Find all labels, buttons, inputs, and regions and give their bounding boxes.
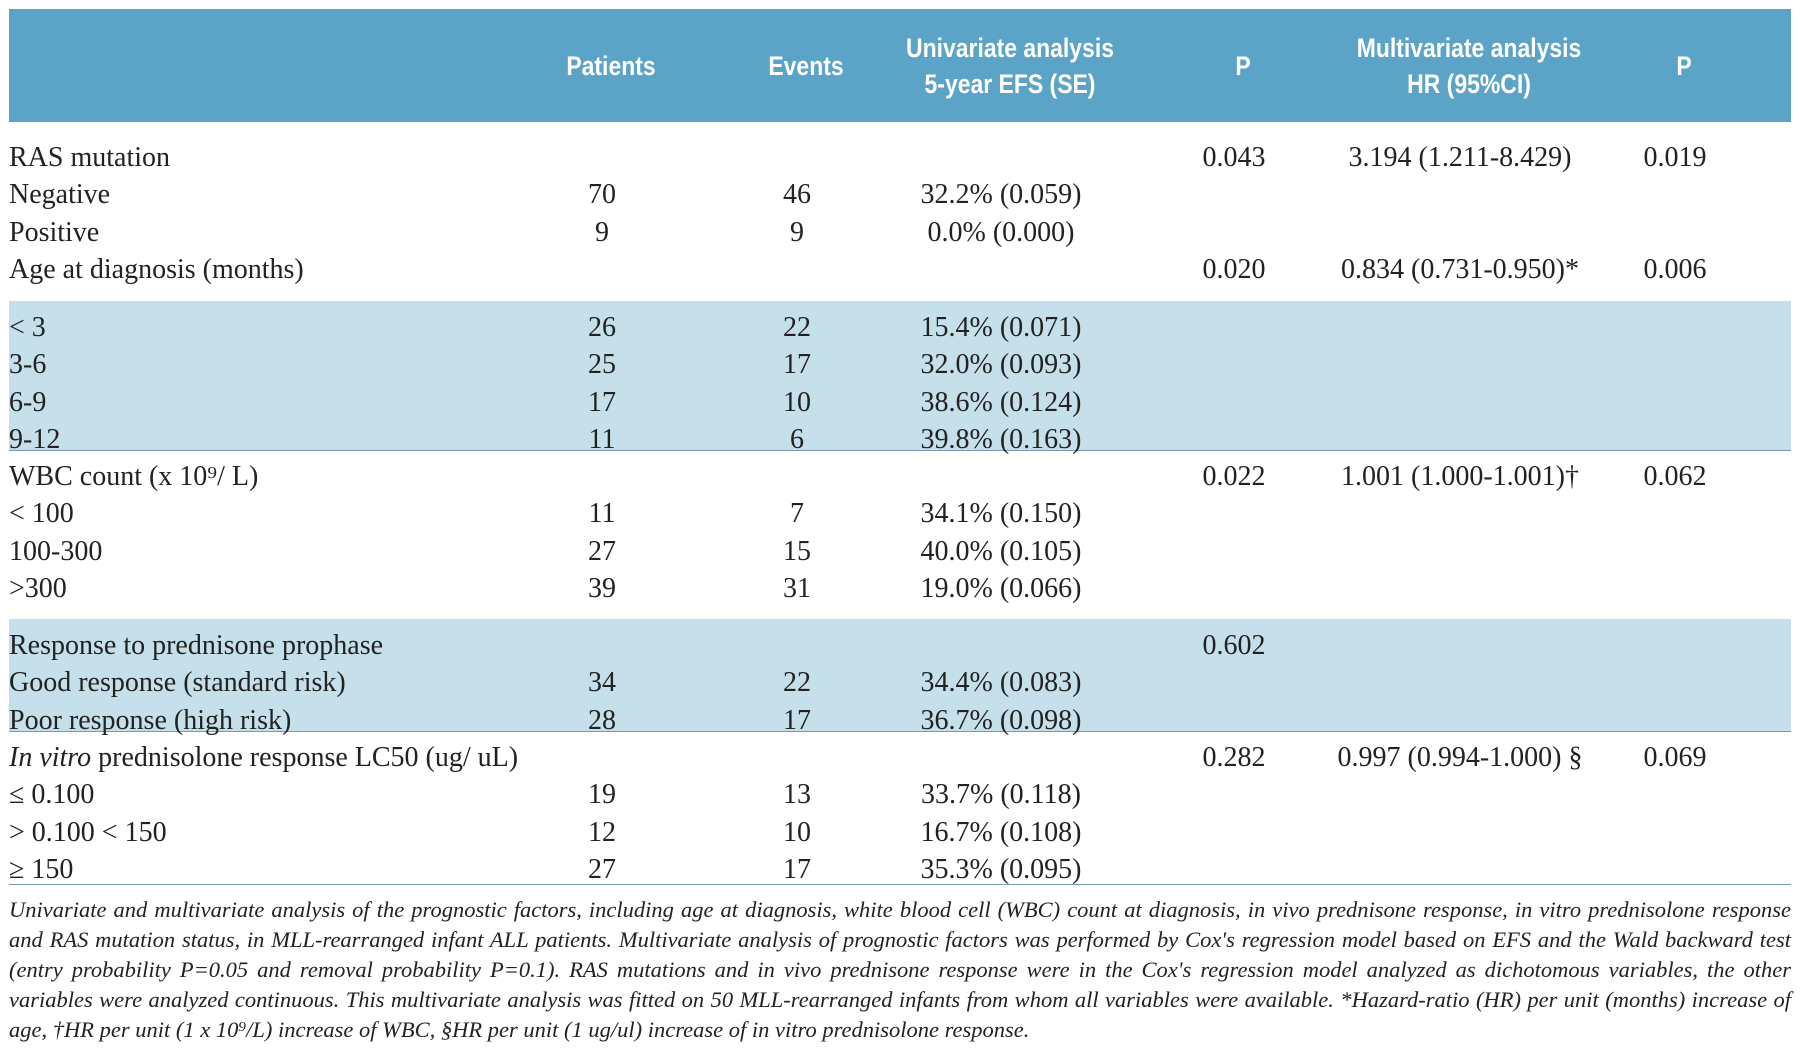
table-cell: 0.997 (0.994-1.000) §: [1337, 742, 1583, 773]
row-label: 9-12: [9, 423, 61, 455]
header-text: P: [1235, 50, 1251, 81]
table-cell: 11: [588, 423, 616, 455]
table-cell: 0.062: [1643, 461, 1707, 492]
table-cell: 39.8% (0.163): [920, 423, 1082, 455]
table-cell: 0.043: [1202, 142, 1266, 173]
row-label: ≤ 0.100: [9, 779, 95, 811]
header-text: Events: [768, 50, 844, 81]
header-text: HR (95%CI): [1407, 68, 1531, 99]
table-cell: 19.0% (0.066): [920, 572, 1082, 604]
row-label: Response to prednisone prophase: [9, 630, 384, 661]
table-cell: 36.7% (0.098): [920, 704, 1082, 736]
table-cell: 6: [790, 423, 804, 455]
table-cell: 1.001 (1.000-1.001)†: [1341, 461, 1579, 492]
table-cell: 0.602: [1202, 630, 1266, 661]
row-group: WBC count (x 10⁹/ L) 0.022 1.001 (1.000-1.…: [9, 450, 1791, 619]
table-cell: 12: [588, 816, 616, 848]
table-cell: 22: [783, 667, 811, 699]
row-label: > 0.100 < 150: [9, 816, 167, 848]
table-cell: 11: [588, 498, 616, 530]
table-cell: 17: [588, 386, 616, 418]
table-cell: 46: [783, 179, 811, 211]
table-cell: 40.0% (0.105): [920, 535, 1082, 567]
header-cell: Multivariate analysis HR (95%CI): [1299, 9, 1639, 122]
row-label: WBC count (x 10⁹/ L): [9, 461, 259, 492]
table-cell: 0.282: [1202, 742, 1266, 773]
row-label: ≥ 150: [9, 853, 74, 885]
row-label: Positive: [9, 216, 100, 248]
table-cell: 17: [783, 704, 811, 736]
table-cell: 26: [588, 312, 616, 343]
table-cell: 10: [783, 816, 811, 848]
row-label: Good response (standard risk): [9, 667, 346, 699]
table-cell: 0.022: [1202, 461, 1266, 492]
header-cell: Patients: [441, 9, 781, 122]
table-cell: 9: [595, 216, 609, 248]
table-cell: 15.4% (0.071): [920, 312, 1082, 343]
row-group: < 3 26 22 15.4% (0.071) 3-6 25 17 32.0% (0.093)…: [9, 301, 1791, 455]
table-cell: 34.4% (0.083): [920, 667, 1082, 699]
row-label: >300: [9, 572, 67, 604]
row-label: Negative: [9, 179, 111, 211]
row-label: In vitro prednisolone response LC50 (ug/…: [9, 739, 518, 776]
row-group: RAS mutation 0.043 3.194 (1.211-8.429) 0.01…: [9, 131, 1791, 301]
table-cell: 28: [588, 704, 616, 736]
row-label: 3-6: [9, 349, 47, 381]
table-cell: 0.069: [1643, 742, 1707, 773]
row-group: Response to prednisone prophase 0.602 Good…: [9, 619, 1791, 736]
table-cell: 34: [588, 667, 616, 699]
table-header: Patients Events Univariate analysis 5-year …: [9, 9, 1791, 122]
header-cell: P: [1514, 9, 1800, 122]
table-cell: 17: [783, 853, 811, 885]
table-cell: 13: [783, 779, 811, 811]
table-cell: 10: [783, 386, 811, 418]
table-cell: 32.0% (0.093): [920, 349, 1082, 381]
table-cell: 39: [588, 572, 616, 604]
table-cell: 0.834 (0.731-0.950)*: [1341, 253, 1579, 285]
table-cell: 9: [790, 216, 804, 248]
row-group: In vitro prednisolone response LC50 (ug/…: [9, 731, 1791, 885]
header-cell: Events: [636, 9, 976, 122]
row-label: Age at diagnosis (months): [9, 253, 304, 285]
table-cell: 17: [783, 349, 811, 381]
table-cell: 25: [588, 349, 616, 381]
header-text: Patients: [566, 50, 656, 81]
header-text: Multivariate analysis: [1356, 32, 1582, 63]
row-label: < 3: [9, 312, 46, 343]
header-text: Univariate analysis: [906, 32, 1114, 63]
table-cell: 33.7% (0.118): [921, 779, 1081, 811]
table-cell: 0.020: [1202, 253, 1266, 285]
table-caption: Univariate and multivariate analysis of …: [9, 897, 1791, 1042]
table-cell: 7: [790, 498, 804, 530]
header-text: 5-year EFS (SE): [924, 68, 1096, 99]
table-cell: 16.7% (0.108): [920, 816, 1082, 848]
table-cell: 34.1% (0.150): [920, 498, 1082, 530]
table-cell: 3.194 (1.211-8.429): [1348, 142, 1572, 173]
table-cell: 70: [588, 179, 616, 211]
table-cell: 27: [588, 853, 616, 885]
table-cell: 19: [588, 779, 616, 811]
row-label: 6-9: [9, 386, 47, 418]
label-run: prednisolone response LC50 (ug/ uL): [91, 742, 519, 773]
table-cell: 27: [588, 535, 616, 567]
label-run: In vitro: [9, 742, 92, 773]
header-cell: P: [1073, 9, 1413, 122]
table-cell: 35.3% (0.095): [920, 853, 1082, 885]
row-label: < 100: [9, 498, 74, 530]
header-cell: Univariate analysis 5-year EFS (SE): [840, 9, 1180, 122]
row-label: Poor response (high risk): [9, 704, 292, 736]
table-cell: 0.0% (0.000): [927, 216, 1075, 248]
header-text: P: [1676, 50, 1692, 81]
table-cell: 32.2% (0.059): [920, 179, 1082, 211]
table-cell: 0.006: [1643, 253, 1707, 285]
table-cell: 31: [783, 572, 811, 604]
table-cell: 15: [783, 535, 811, 567]
row-label: RAS mutation: [9, 142, 171, 173]
row-label: 100-300: [9, 535, 103, 567]
table-cell: 22: [783, 312, 811, 343]
table-cell: 38.6% (0.124): [920, 386, 1082, 418]
table-cell: 0.019: [1643, 142, 1707, 173]
